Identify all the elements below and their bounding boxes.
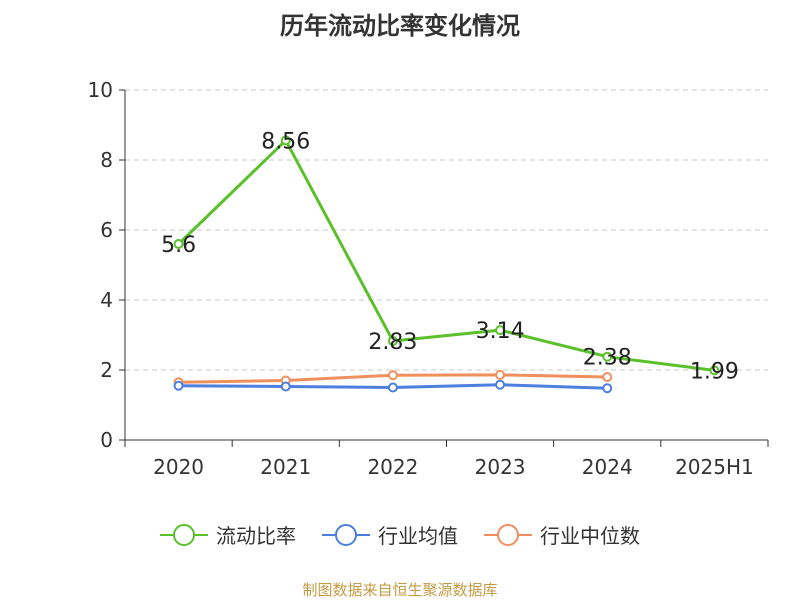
- y-tick-label: 2: [100, 358, 113, 382]
- data-label: 2.38: [583, 346, 632, 371]
- legend-line-icon: [484, 523, 532, 546]
- data-point: [173, 380, 184, 391]
- data-point: [495, 325, 506, 336]
- axes: 0 2 4 6 8 10 2020 2021 2022 2023 2024 2025H1: [88, 78, 769, 479]
- data-point: [602, 372, 613, 382]
- data-point: [602, 351, 613, 362]
- chart-title: 历年流动比率变化情况: [280, 12, 520, 40]
- legend-item-industry-mean[interactable]: 行业均值: [322, 520, 458, 549]
- x-tick-label: 2020: [153, 455, 204, 479]
- data-point: [495, 369, 506, 380]
- source-note: 制图数据来自恒生聚源数据库: [302, 581, 498, 599]
- legend: 流动比率 行业均值 行业中位数: [0, 520, 800, 549]
- legend-label: 行业均值: [378, 524, 458, 548]
- data-point: [387, 382, 398, 393]
- data-point: [280, 381, 291, 392]
- legend-line-icon: [322, 523, 370, 546]
- y-tick-label: 8: [100, 148, 113, 172]
- data-label: 2.83: [368, 330, 417, 355]
- x-tick-label: 2022: [367, 455, 418, 479]
- data-point: [280, 135, 291, 146]
- x-tick-label: 2023: [475, 455, 526, 479]
- data-point: [387, 370, 398, 381]
- x-tick-label: 2024: [582, 455, 633, 479]
- data-point: [709, 365, 720, 376]
- data-point: [387, 335, 398, 346]
- grid-lines: [125, 89, 768, 371]
- legend-label: 行业中位数: [540, 524, 640, 548]
- data-point: [602, 383, 613, 394]
- data-labels: 5.6 8.56 2.83 3.14 2.38 1.99: [161, 129, 739, 384]
- series-lines: [173, 135, 720, 394]
- legend-item-current-ratio[interactable]: 流动比率: [160, 520, 296, 549]
- data-label: 1.99: [690, 359, 739, 384]
- legend-label: 流动比率: [216, 524, 296, 548]
- x-tick-label: 2025H1: [675, 455, 754, 479]
- y-tick-label: 4: [100, 288, 113, 312]
- data-point: [173, 239, 184, 249]
- data-point: [495, 379, 506, 390]
- y-tick-label: 0: [100, 428, 113, 452]
- data-label: 5.6: [161, 233, 196, 258]
- y-tick-label: 6: [100, 218, 113, 242]
- y-tick-label: 10: [88, 78, 113, 102]
- legend-line-icon: [160, 523, 208, 546]
- legend-item-industry-median[interactable]: 行业中位数: [484, 520, 640, 549]
- data-label: 3.14: [476, 319, 525, 344]
- x-tick-label: 2021: [260, 455, 311, 479]
- series-line: [177, 138, 715, 372]
- data-label: 8.56: [261, 129, 310, 154]
